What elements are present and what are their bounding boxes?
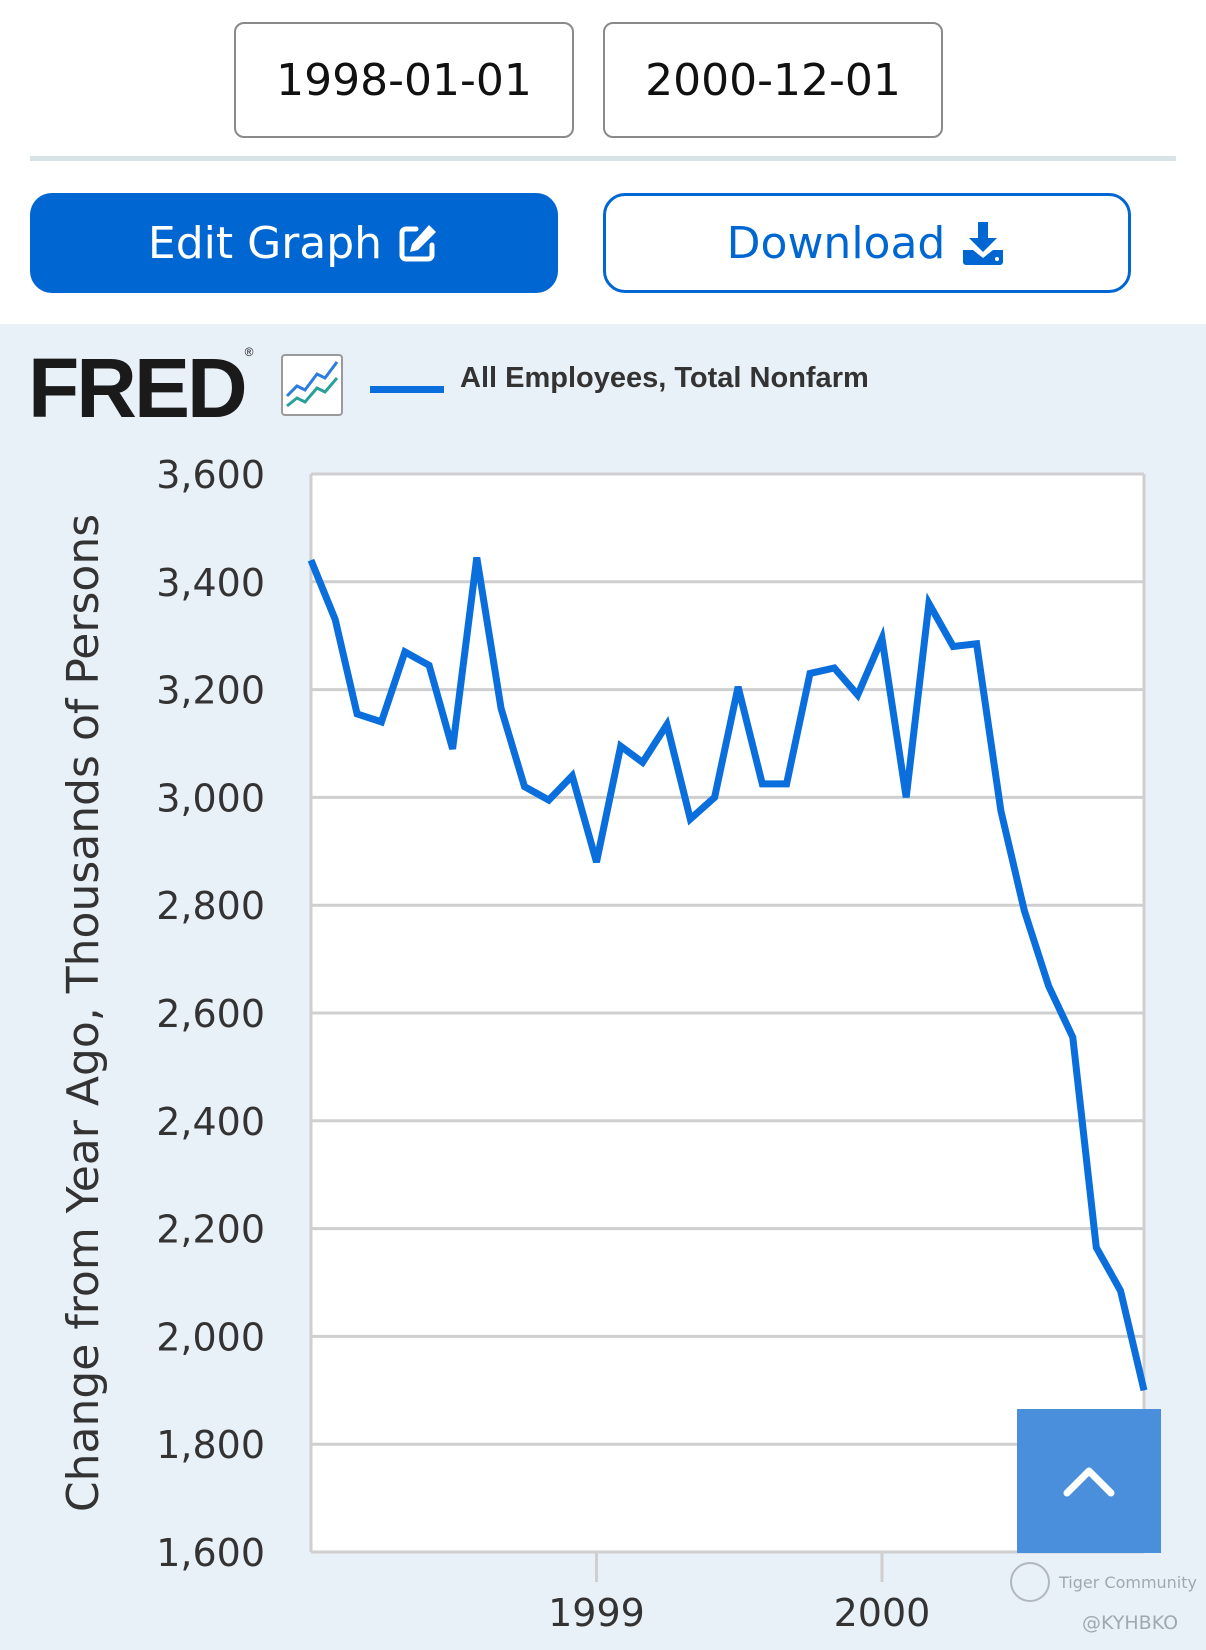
data-point: [786, 783, 788, 785]
chart-panel: 1,600 1,800 2,000 2,200 2,400 2,600 2,800 3,000…: [0, 324, 1206, 1650]
y-tick-label: 2,000: [156, 1315, 265, 1359]
data-point: [380, 721, 382, 723]
y-tick-label: 2,400: [156, 1100, 265, 1144]
data-point: [524, 786, 526, 788]
y-tick-label: 1,800: [156, 1423, 265, 1467]
watermark-handle: @KYHBKO: [1082, 1612, 1179, 1634]
download-button[interactable]: Download: [603, 193, 1131, 293]
data-point: [857, 694, 859, 696]
data-point: [1072, 1036, 1074, 1038]
data-point: [620, 745, 622, 747]
data-point: [809, 672, 811, 674]
chevron-up-icon: [1063, 1467, 1115, 1497]
data-point: [548, 799, 550, 801]
y-tick-label: 3,400: [156, 561, 265, 605]
data-point: [905, 796, 907, 798]
data-point: [976, 643, 978, 645]
divider: [30, 156, 1176, 161]
download-label: Download: [726, 217, 946, 269]
tiger-logo-icon: [1010, 1562, 1050, 1602]
end-date-input[interactable]: 2000-12-01: [603, 22, 943, 138]
watermark-text: Tiger Community: [1059, 1573, 1197, 1592]
legend-swatch: [370, 386, 444, 393]
data-point: [356, 713, 358, 715]
data-point: [666, 724, 668, 726]
download-tray-icon: [959, 220, 1007, 266]
data-point: [404, 651, 406, 653]
y-tick-label: 2,200: [156, 1208, 265, 1252]
data-point: [642, 761, 644, 763]
data-point: [571, 775, 573, 777]
y-tick-label: 3,600: [156, 453, 265, 497]
data-point: [1023, 910, 1025, 912]
data-point: [334, 619, 336, 621]
chart-canvas: 1,600 1,800 2,000 2,200 2,400 2,600 2,800 3,000…: [58, 453, 1148, 1635]
data-point: [1120, 1290, 1122, 1292]
line-graph-icon[interactable]: [281, 354, 343, 416]
edit-graph-label: Edit Graph: [147, 217, 383, 269]
scroll-to-top-button[interactable]: [1017, 1409, 1161, 1553]
data-point: [761, 783, 763, 785]
series-line: [307, 556, 1148, 1392]
data-point: [1048, 985, 1050, 987]
data-point: [428, 664, 430, 666]
y-tick-label: 2,600: [156, 992, 265, 1036]
data-point: [737, 686, 739, 688]
y-tick-label: 1,600: [156, 1531, 265, 1575]
y-tick-label: 3,200: [156, 669, 265, 713]
data-point: [689, 818, 691, 820]
start-date-input[interactable]: 1998-01-01: [234, 22, 574, 138]
data-point: [833, 667, 835, 669]
fred-logo: FRED®: [28, 341, 254, 435]
y-tick-label: 2,800: [156, 884, 265, 928]
data-point: [1095, 1246, 1097, 1248]
x-tick-label: 2000: [834, 1591, 931, 1635]
data-point: [952, 645, 954, 647]
data-point: [452, 748, 454, 750]
y-tick-label: 3,000: [156, 776, 265, 820]
data-point: [595, 861, 597, 863]
y-axis-label: Change from Year Ago, Thousands of Perso…: [58, 514, 109, 1512]
data-point: [881, 637, 883, 639]
data-point: [1143, 1389, 1145, 1391]
data-point: [476, 557, 478, 559]
data-point: [928, 602, 930, 604]
legend-label: All Employees, Total Nonfarm: [460, 362, 869, 394]
edit-square-icon: [396, 221, 440, 265]
data-point: [714, 796, 716, 798]
x-tick-label: 1999: [548, 1591, 645, 1635]
data-point: [500, 707, 502, 709]
data-point: [310, 559, 312, 561]
data-point: [1000, 810, 1002, 812]
edit-graph-button[interactable]: Edit Graph: [30, 193, 558, 293]
